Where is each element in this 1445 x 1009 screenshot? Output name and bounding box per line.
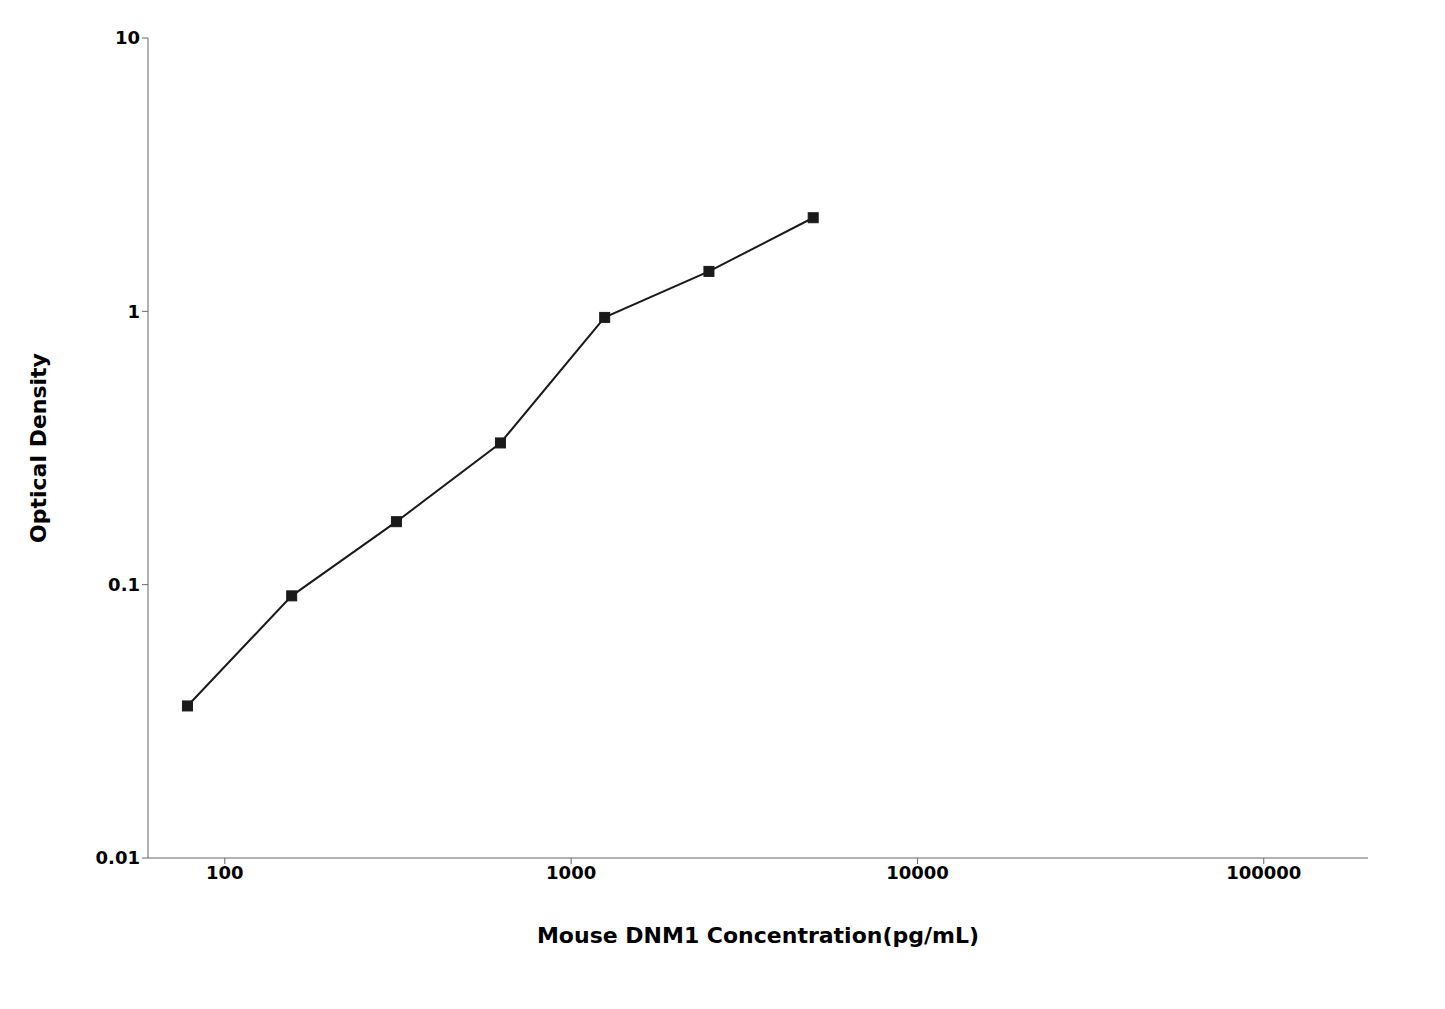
svg-text:Optical Density: Optical Density [26,353,51,543]
svg-text:100000: 100000 [1226,862,1301,883]
svg-text:1000: 1000 [546,862,596,883]
svg-text:Mouse DNM1 Concentration(pg/mL: Mouse DNM1 Concentration(pg/mL) [537,923,979,948]
svg-text:10000: 10000 [886,862,949,883]
svg-text:100: 100 [206,862,244,883]
svg-text:0.01: 0.01 [96,847,140,868]
svg-text:0.1: 0.1 [108,574,140,595]
svg-text:1: 1 [127,301,140,322]
svg-text:10: 10 [115,27,140,48]
